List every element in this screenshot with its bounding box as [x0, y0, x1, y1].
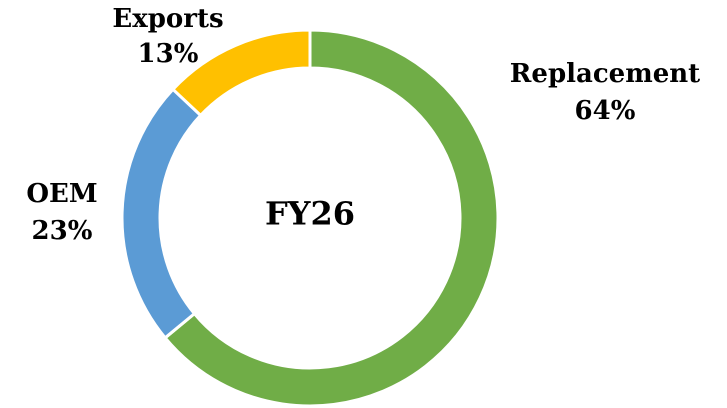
category-label: Exports [112, 4, 223, 34]
donut-segment [120, 87, 203, 340]
donut-segment [170, 28, 312, 118]
category-label: OEM [26, 179, 97, 209]
value-label: 23% [32, 216, 93, 246]
value-label: 13% [138, 39, 199, 69]
donut-segment [163, 28, 500, 408]
chart-title: FY26 [265, 195, 355, 233]
category-label: Replacement [510, 59, 700, 89]
value-label: 64% [575, 96, 636, 126]
